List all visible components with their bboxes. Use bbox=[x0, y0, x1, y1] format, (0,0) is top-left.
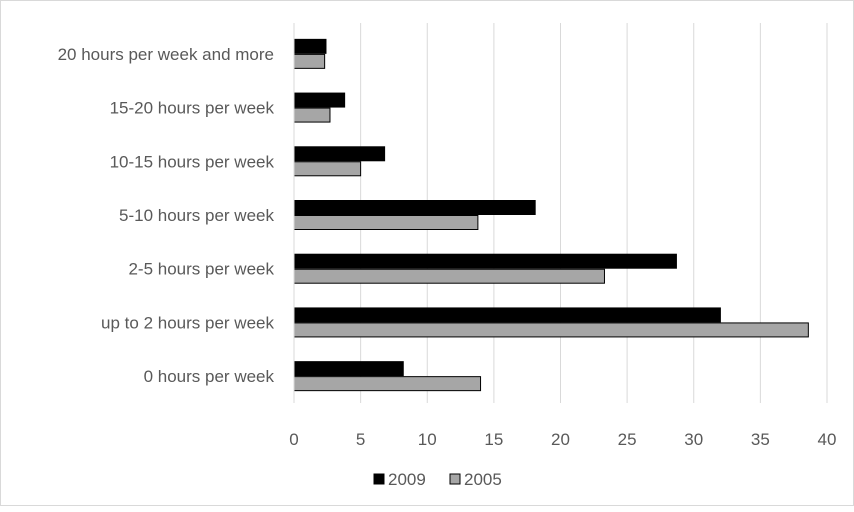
x-tick-label: 20 bbox=[551, 430, 570, 449]
category-label: 15-20 hours per week bbox=[110, 99, 275, 118]
x-tick-labels: 0 5 10 15 20 25 30 35 40 bbox=[289, 430, 836, 449]
bar-2009-5 bbox=[293, 307, 721, 323]
legend: 2009 2005 bbox=[373, 470, 502, 489]
x-tick-label: 30 bbox=[684, 430, 703, 449]
category-label: 10-15 hours per week bbox=[110, 152, 275, 171]
x-tick-label: 35 bbox=[751, 430, 770, 449]
bar-2009-1 bbox=[293, 92, 346, 108]
x-tick-label: 15 bbox=[484, 430, 503, 449]
x-tick-label: 10 bbox=[418, 430, 437, 449]
bar-2009-3 bbox=[293, 200, 536, 215]
category-label: 20 hours per week and more bbox=[58, 45, 274, 64]
bar-2005-2 bbox=[293, 161, 362, 177]
x-tick-label: 0 bbox=[289, 430, 298, 449]
bar-2005-0 bbox=[293, 53, 326, 69]
legend-label-2005: 2005 bbox=[464, 470, 502, 489]
category-label: up to 2 hours per week bbox=[101, 313, 274, 332]
x-tick-label: 25 bbox=[618, 430, 637, 449]
category-label: 0 hours per week bbox=[144, 367, 275, 386]
x-tick-label: 5 bbox=[356, 430, 365, 449]
bar-2005-4 bbox=[293, 268, 605, 284]
bar-2005-3 bbox=[293, 215, 479, 230]
bar-2009-6 bbox=[293, 361, 404, 377]
category-label: 2-5 hours per week bbox=[128, 260, 274, 279]
bar-2009-4 bbox=[293, 253, 677, 269]
legend-swatch-2005 bbox=[449, 473, 461, 485]
bar-2005-1 bbox=[293, 107, 331, 123]
bar-2009-0 bbox=[293, 38, 327, 54]
category-label: 5-10 hours per week bbox=[119, 206, 274, 225]
legend-swatch-2009 bbox=[373, 473, 385, 485]
bar-2005-5 bbox=[293, 322, 809, 338]
x-tick-label: 40 bbox=[818, 430, 837, 449]
bar-2005-6 bbox=[293, 376, 482, 392]
bar-2009-2 bbox=[293, 146, 386, 162]
category-labels: 20 hours per week and more 15-20 hours pe… bbox=[58, 45, 275, 386]
bars bbox=[293, 38, 809, 392]
legend-label-2009: 2009 bbox=[388, 470, 426, 489]
